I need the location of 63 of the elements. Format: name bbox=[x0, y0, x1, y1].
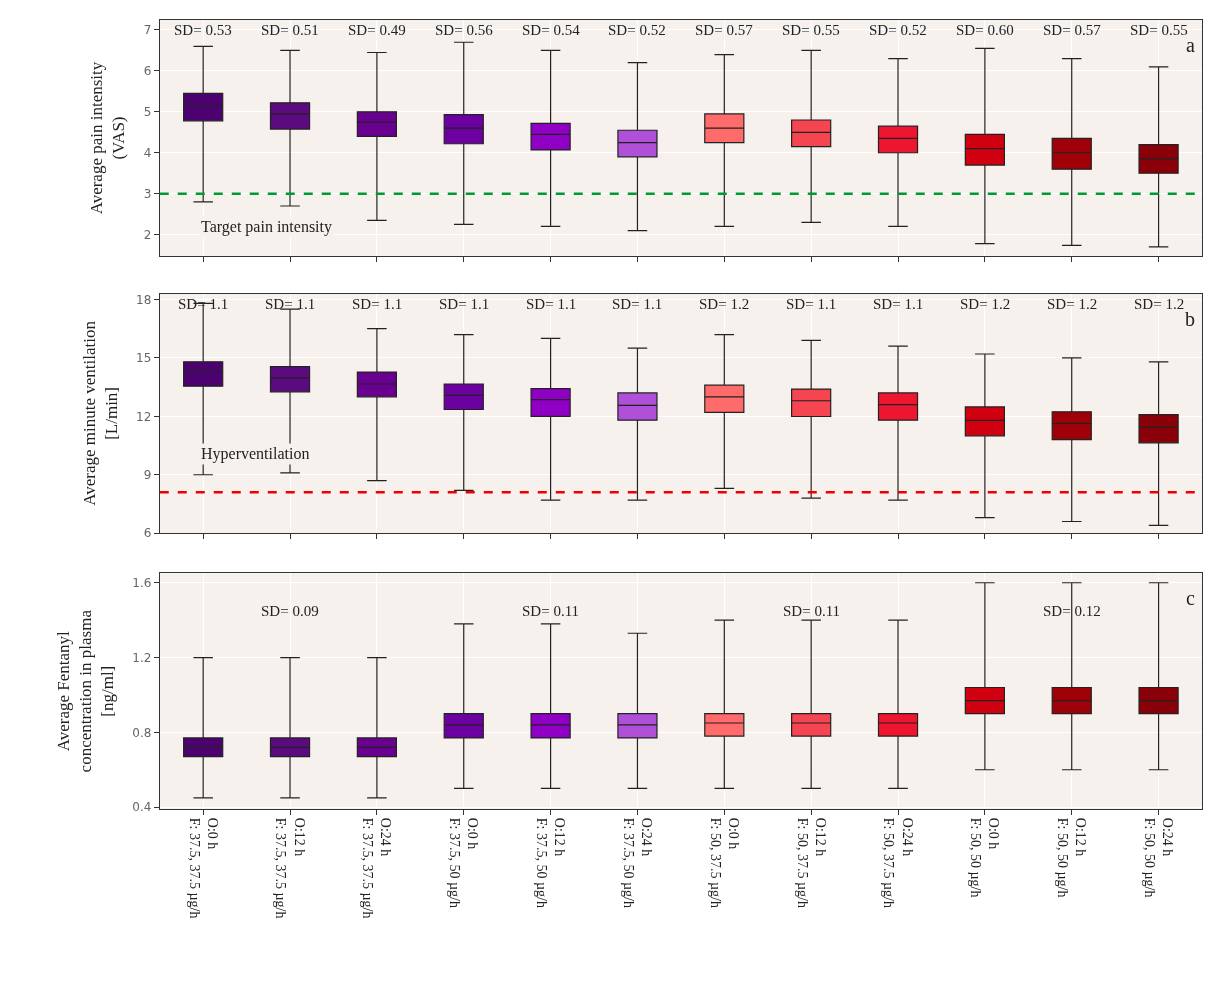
x-tick-label: O:0 h F: 50, 37.5 µg/h bbox=[707, 817, 741, 908]
y-tick-label: 15 bbox=[136, 351, 152, 366]
y-tick-label: 6 bbox=[143, 526, 152, 541]
annotation: b bbox=[1185, 308, 1195, 330]
x-tick-label: O:0 h F: 37.5, 50 µg/h bbox=[447, 817, 481, 908]
annotation: SD= 0.60 bbox=[956, 22, 1014, 38]
y-tick-label: 1.6 bbox=[132, 575, 152, 590]
annotation: SD= 1.1 bbox=[352, 296, 403, 312]
annotation: SD= 1.2 bbox=[1134, 296, 1185, 312]
annotation: SD= 0.52 bbox=[608, 22, 666, 38]
x-tick-label: O:12 h F: 37.5, 50 µg/h bbox=[533, 817, 568, 908]
annotation: SD= 0.12 bbox=[1043, 603, 1101, 619]
x-tick-label: O:24 h F: 50, 50 µg/h bbox=[1141, 817, 1176, 898]
y-tick-label: 0.8 bbox=[132, 725, 152, 740]
annotation: SD= 0.49 bbox=[348, 22, 406, 38]
x-tick-label: O:24 h F: 37.5, 50 µg/h bbox=[620, 817, 654, 908]
y-tick-label: 5 bbox=[143, 105, 152, 120]
annotation: SD= 1.1 bbox=[439, 296, 490, 312]
y-tick-label: 7 bbox=[143, 23, 152, 38]
annotation: SD= 0.57 bbox=[1043, 22, 1102, 38]
annotation: SD= 0.53 bbox=[174, 22, 232, 38]
y-tick-label: 2 bbox=[143, 227, 152, 242]
annotation: SD= 1.1 bbox=[873, 296, 924, 312]
x-tick-label: O:0 h F: 50, 50 µg/h bbox=[968, 817, 1002, 898]
annotation: SD= 1.1 bbox=[612, 296, 663, 312]
x-tick-label: O:24 h F: 50, 37.5 µg/h bbox=[881, 817, 915, 908]
annotation: a bbox=[1186, 34, 1195, 56]
annotation: SD= 1.1 bbox=[178, 296, 229, 312]
y-tick-label: 3 bbox=[143, 186, 152, 201]
annotation: SD= 0.51 bbox=[261, 22, 319, 38]
y-tick-label: 4 bbox=[143, 145, 152, 160]
annotation: SD= 0.11 bbox=[522, 603, 580, 619]
ref-line-label: Hyperventilation bbox=[201, 445, 310, 463]
y-tick-label: 1.2 bbox=[132, 650, 152, 665]
y-tick-label: 12 bbox=[136, 409, 152, 424]
annotation: SD= 0.56 bbox=[435, 22, 494, 38]
annotation: SD= 0.11 bbox=[783, 603, 841, 619]
x-tick-label: O:0 h F: 37.5, 37.5 µg/h bbox=[186, 817, 220, 919]
annotation: SD= 0.09 bbox=[261, 603, 319, 619]
y-tick-label: 9 bbox=[143, 467, 152, 482]
annotation: c bbox=[1186, 587, 1195, 609]
x-tick-label: O:12 h F: 37.5, 37.5 µg/h bbox=[273, 817, 307, 919]
y-tick-label: 6 bbox=[143, 64, 152, 79]
annotation: SD= 1.1 bbox=[526, 296, 577, 312]
annotation: SD= 0.52 bbox=[869, 22, 927, 38]
x-tick-label: O:12 h F: 50, 50 µg/h bbox=[1055, 817, 1089, 898]
annotation: SD= 1.2 bbox=[960, 296, 1011, 312]
annotation: SD= 0.55 bbox=[782, 22, 840, 38]
annotation: SD= 1.1 bbox=[786, 296, 837, 312]
annotation: SD= 0.57 bbox=[695, 22, 754, 38]
y-tick-label: 0.4 bbox=[132, 800, 152, 815]
x-tick-label: O:12 h F: 50, 37.5 µg/h bbox=[794, 817, 828, 908]
annotation: SD= 0.54 bbox=[522, 22, 581, 38]
y-axis-title: Average minute ventilation [L/min] bbox=[79, 320, 121, 506]
annotation: SD= 1.1 bbox=[265, 296, 316, 312]
ref-line-label: Target pain intensity bbox=[201, 218, 332, 236]
annotation: SD= 1.2 bbox=[699, 296, 750, 312]
y-axis-title: Average Fentanyl concentration in plasma [ng/ml] bbox=[53, 609, 117, 773]
y-tick-label: 18 bbox=[136, 292, 152, 307]
annotation: SD= 0.55 bbox=[1130, 22, 1188, 38]
y-axis-title: Average pain intensity (VAS) bbox=[87, 61, 129, 215]
x-tick-label: O:24 h F: 37.5, 37.5 µg/h bbox=[360, 817, 394, 919]
annotation: SD= 1.2 bbox=[1047, 296, 1098, 312]
